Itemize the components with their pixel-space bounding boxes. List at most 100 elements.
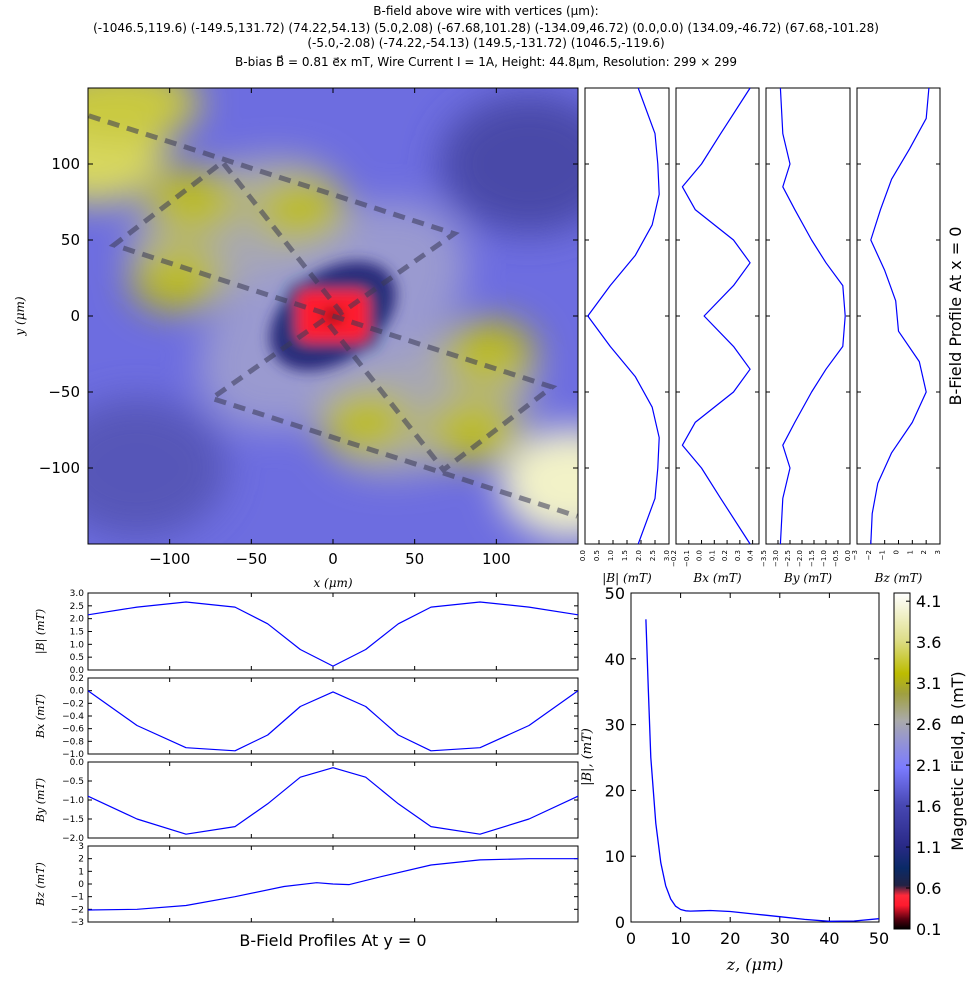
colorbar-tick-label: 3.6 xyxy=(916,633,941,652)
vertical-profiles-title: B-Field Profile At x = 0 xyxy=(946,227,965,406)
x-tick-label: 0 xyxy=(328,550,338,568)
y-tick-label: 2.0 xyxy=(70,615,85,625)
y-tick-label: 1 xyxy=(78,867,84,877)
x-tick-label: 40 xyxy=(819,929,839,948)
x-tick-label: −1.5 xyxy=(808,550,816,567)
y-tick-label: 0.5 xyxy=(70,653,84,663)
horizontal-profile-hz_absB: 0.0 0.5 1.0 1.5 2.0 2.5 3.0 |B| (mT) xyxy=(34,589,579,676)
x-tick-label: 1.0 xyxy=(607,550,615,561)
vertical-profile-vx_Bz: −3 −2 −1 0 1 2 3 Bz (mT) xyxy=(851,87,942,585)
x-tick-label: −0.2 xyxy=(670,550,678,567)
z-profile: 0 10 20 30 40 50 0 10 20 30 40 50 z, (μm) |B|, (mT) xyxy=(580,584,889,974)
y-tick-label: −1 xyxy=(71,893,84,903)
y-axis-label: Bz (mT) xyxy=(34,862,47,907)
x-tick-label: 50 xyxy=(405,550,424,568)
figure-title: B-field above wire with vertices (μm): xyxy=(373,4,599,18)
parameters-line: B-bias B⃗ = 0.81 e⃗x mT, Wire Current I … xyxy=(235,55,737,69)
x-tick-label: 2.0 xyxy=(635,550,643,561)
x-tick-label: −1 xyxy=(879,550,887,560)
x-tick-label: −2.5 xyxy=(784,550,792,567)
y-tick-label: 0.0 xyxy=(70,666,85,676)
x-tick-label: 2 xyxy=(920,550,928,554)
x-axis-label: Bx (mT) xyxy=(692,571,741,585)
z-profile-line xyxy=(645,619,880,922)
profile-line xyxy=(587,87,660,545)
y-tick-label: 3 xyxy=(78,842,84,852)
y-axis-label: By (mT) xyxy=(34,778,47,823)
y-tick-label: 3.0 xyxy=(70,589,85,599)
y-tick-label: 0.2 xyxy=(70,674,84,684)
x-tick-label: 50 xyxy=(869,929,889,948)
colorbar-tick-label: 0.6 xyxy=(916,879,941,898)
y-axis-label: Bx (mT) xyxy=(34,694,47,739)
x-tick-label: 1 xyxy=(906,550,914,554)
y-tick-label: −0.4 xyxy=(62,712,84,722)
profile-line xyxy=(87,858,578,911)
vertical-profile-vx_absB: 0.0 0.5 1.0 1.5 2.0 2.5 3.0 |B| (mT) xyxy=(579,87,671,585)
profile-line xyxy=(87,601,579,667)
x-axis-label: x (μm) xyxy=(313,576,352,590)
colorbar-label: Magnetic Field, B (mT) xyxy=(948,671,967,850)
x-tick-label: −3.5 xyxy=(760,550,768,567)
x-tick-label: 3.0 xyxy=(663,550,671,561)
colorbar-tick-label: 0.1 xyxy=(916,920,941,939)
panel-frame xyxy=(630,592,880,923)
y-tick-label: −100 xyxy=(39,459,80,477)
field-maximum xyxy=(317,388,414,457)
x-tick-label: 0.5 xyxy=(593,550,601,561)
horizontal-profile-hz_Bz: −3 −2 −1 0 1 2 3 Bz (mT) xyxy=(34,842,579,928)
x-tick-label: 0.0 xyxy=(579,550,587,561)
horizontal-profile-hz_By: −2.0 −1.5 −1.0 −0.5 0.0 By (mT) xyxy=(34,758,579,844)
y-tick-label: −0.6 xyxy=(62,725,84,735)
x-tick-label: 0.0 xyxy=(844,550,852,561)
x-tick-label: −0.5 xyxy=(832,550,840,567)
x-tick-label: −2.0 xyxy=(796,550,804,567)
y-tick-label: 0 xyxy=(78,880,84,890)
y-axis-label: |B|, (mT) xyxy=(580,728,595,786)
y-tick-label: −0.5 xyxy=(62,777,84,787)
field-maximum xyxy=(129,244,226,312)
x-tick-label: 0.4 xyxy=(747,549,755,561)
x-tick-label: 20 xyxy=(720,929,740,948)
x-axis-label: z, (μm) xyxy=(726,955,784,974)
profile-line xyxy=(87,690,579,752)
y-axis-label: y (μm) xyxy=(13,296,27,336)
horizontal-profile-hz_Bx: −1.0 −0.8 −0.6 −0.4 −0.2 0.0 0.2 Bx (mT) xyxy=(34,674,579,760)
x-tick-label: 0.1 xyxy=(708,550,716,561)
colorbar-tick-label: 1.6 xyxy=(916,797,941,816)
low-region xyxy=(88,398,227,538)
wire-path xyxy=(88,113,578,519)
x-tick-label: 30 xyxy=(770,929,790,948)
y-tick-label: −0.8 xyxy=(62,737,84,747)
x-tick-label: −1.0 xyxy=(820,550,828,567)
profile-line xyxy=(779,87,846,545)
x-tick-label: 3 xyxy=(934,550,942,554)
vertical-profile-vx_Bx: −0.2 −0.1 0.0 0.1 0.2 0.3 0.4 Bx (mT) xyxy=(670,87,760,585)
y-tick-label: −1.0 xyxy=(62,750,84,760)
y-tick-label: −2 xyxy=(71,905,84,915)
field-maximum xyxy=(440,320,537,388)
y-tick-label: 40 xyxy=(605,650,625,669)
x-tick-label: −3 xyxy=(851,550,859,560)
x-tick-label: 2.5 xyxy=(649,550,657,561)
colorbar-tick-label: 4.1 xyxy=(916,592,941,611)
y-tick-label: 0 xyxy=(70,307,80,325)
y-tick-label: −2.0 xyxy=(62,834,84,844)
x-axis-label: |B| (mT) xyxy=(602,571,652,585)
x-tick-label: 10 xyxy=(670,929,690,948)
colorbar-tick-label: 1.1 xyxy=(916,838,941,857)
y-tick-label: 2.5 xyxy=(70,602,84,612)
y-tick-label: 50 xyxy=(61,231,80,249)
colorbar-tick-label: 2.6 xyxy=(916,715,941,734)
x-axis-label: By (mT) xyxy=(783,571,832,585)
panel-frame xyxy=(765,87,851,545)
y-tick-label: 0.0 xyxy=(70,687,85,697)
x-tick-label: 0.3 xyxy=(734,550,742,561)
panel-frame xyxy=(856,87,941,545)
profile-line xyxy=(870,87,930,545)
x-tick-label: −50 xyxy=(236,550,268,568)
field-maximum xyxy=(146,168,243,236)
y-tick-label: 0 xyxy=(615,913,625,932)
y-tick-label: 1.5 xyxy=(70,628,84,638)
